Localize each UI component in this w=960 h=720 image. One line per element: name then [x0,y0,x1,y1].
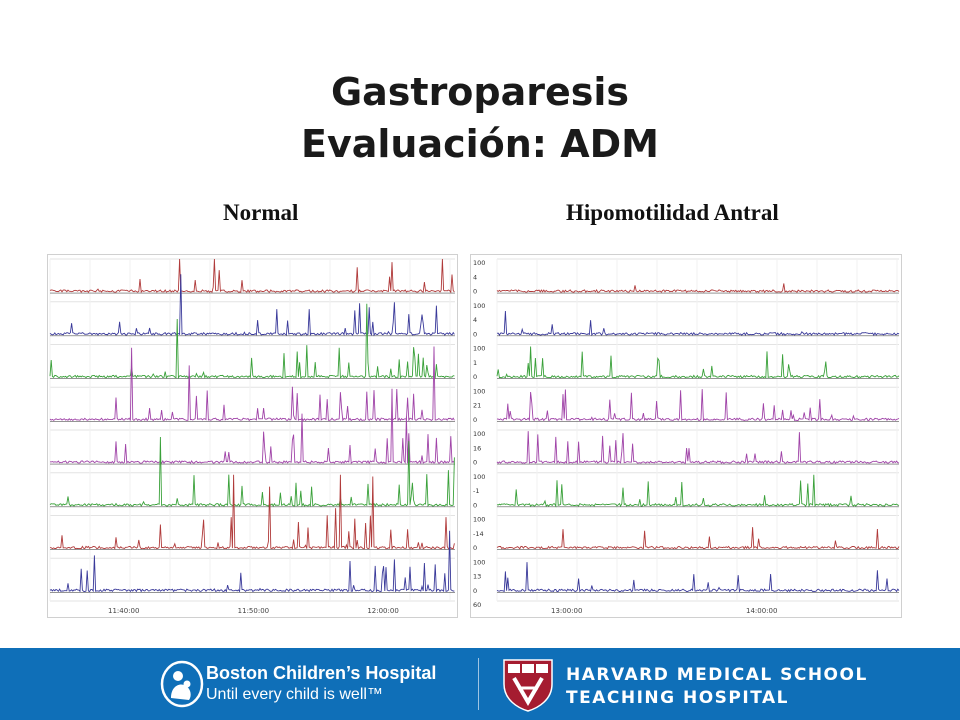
scale-label: 0 [473,459,477,467]
harvard-shield-icon [503,659,553,712]
pressure-channel-trace [49,474,455,551]
scale-label: -1 [473,487,479,495]
bch-name: Boston Children’s Hospital [206,663,437,683]
scale-label: 60 [473,601,481,609]
bch-tagline: Until every child is well™ [206,686,383,703]
scale-label: 100 [473,345,485,353]
pressure-channel-trace [496,474,900,508]
scale-label: 0 [473,587,477,595]
slide-title: Gastroparesis Evaluación: ADM [0,66,960,170]
scale-label: 0 [473,330,477,338]
scale-label: 1 [473,359,477,367]
scale-label: 100 [473,302,485,310]
scale-label: 0 [473,544,477,552]
scale-label: 100 [473,558,485,566]
normal-tracing-panel: 11:40:00 11:50:00 12:00:00 [47,254,458,618]
pressure-channel-trace [49,436,455,508]
scale-label: 0 [473,288,477,296]
pressure-channel-trace [496,527,900,550]
scale-label: 100 [473,387,485,395]
boston-childrens-logo-icon [160,660,204,708]
scale-label: 13 [473,573,481,581]
scale-label: 100 [473,430,485,438]
title-line-1: Gastroparesis [330,70,630,114]
pressure-channel-trace [49,388,455,465]
pressure-channel-trace [49,258,455,294]
scale-label: 0 [473,373,477,381]
hms-line-2: TEACHING HOSPITAL [566,688,789,708]
scale-label: 0 [473,416,477,424]
scale-label: 16 [473,444,481,452]
normal-manometry-tracing: 11:40:00 11:50:00 12:00:00 [49,258,455,615]
hypomotility-manometry-tracing: 13:00:00 14:00:00 100 4 0 100 4 0 100 1 0 100 21 0 100… [473,258,900,615]
pressure-channel-trace [496,346,900,379]
hypomotility-tracing-panel: 13:00:00 14:00:00 100 4 0 100 4 0 100 1 0 100 21 0 100… [470,254,902,618]
time-axis-label: 11:50:00 [238,607,269,615]
scale-label: 4 [473,273,477,281]
scale-label: 0 [473,501,477,509]
scale-label: -14 [473,530,484,538]
pressure-channel-trace [496,562,900,593]
time-axis-label: 13:00:00 [551,607,582,615]
pressure-channel-trace [49,530,455,593]
normal-heading: Normal [223,200,299,225]
scale-label: 100 [473,259,485,267]
time-axis-label: 14:00:00 [746,607,777,615]
footer-bar: Boston Children’s Hospital Until every c… [0,648,960,720]
pressure-channel-trace [496,310,900,336]
pressure-channel-trace [49,274,455,337]
footer-divider [478,658,479,710]
hms-line-1: HARVARD MEDICAL SCHOOL [566,665,868,685]
title-line-2: Evaluación: ADM [301,122,659,166]
pressure-channel-trace [496,283,900,293]
pressure-channel-trace [496,389,900,422]
scale-label: 21 [473,402,481,410]
scale-label: 100 [473,516,485,524]
time-axis-label: 12:00:00 [367,607,398,615]
pressure-channel-trace [49,303,455,380]
pressure-channel-trace [49,346,455,422]
scale-label: 4 [473,316,477,324]
scale-label: 100 [473,473,485,481]
pressure-channel-trace [496,431,900,465]
hypomotility-heading: Hipomotilidad Antral [566,200,779,225]
time-axis-label: 11:40:00 [108,607,139,615]
